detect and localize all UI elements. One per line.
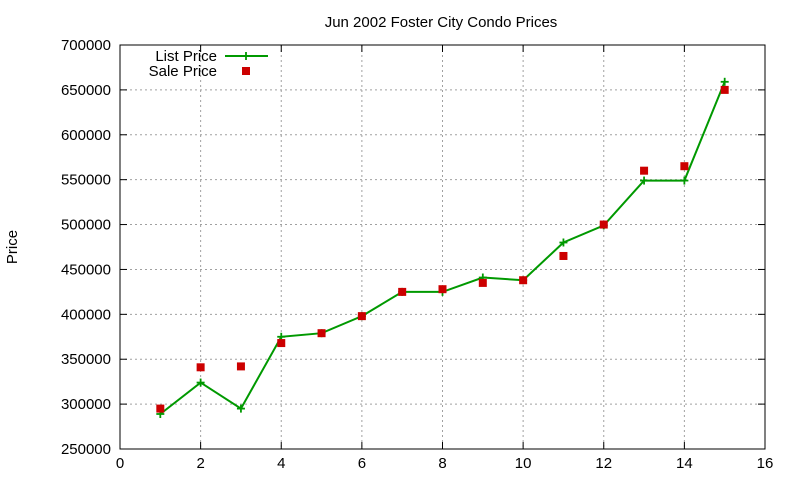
y-tick-label: 700000 (61, 37, 111, 54)
y-tick-label: 650000 (61, 82, 111, 99)
x-tick-label: 12 (595, 455, 612, 472)
y-tick-label: 350000 (61, 351, 111, 368)
y-tick-labels: 250000 300000 350000 400000 450000 500000 5500… (61, 37, 111, 458)
series-layer (156, 77, 729, 418)
x-tick-label: 16 (757, 455, 774, 472)
axis-ticks (119, 44, 766, 450)
x-tick-label: 6 (358, 455, 366, 472)
data-point-square (242, 67, 250, 75)
x-tick-label: 0 (116, 455, 124, 472)
x-tick-labels: 0 2 4 6 8 10 12 14 16 (116, 455, 774, 472)
data-point-square (357, 312, 366, 321)
data-point-plus (720, 77, 729, 86)
data-point-square (559, 251, 568, 260)
data-point-square (599, 220, 608, 229)
x-tick-label: 14 (676, 455, 693, 472)
data-point-plus (680, 176, 689, 185)
data-point-square (196, 363, 205, 372)
y-tick-label: 400000 (61, 306, 111, 323)
data-point-square (236, 362, 245, 371)
legend-label: List Price (155, 48, 217, 65)
data-point-square (478, 278, 487, 287)
y-axis-label: Price (4, 230, 21, 264)
x-tick-label: 2 (196, 455, 204, 472)
x-tick-label: 4 (277, 455, 285, 472)
y-tick-label: 300000 (61, 396, 111, 413)
y-tick-label: 550000 (61, 172, 111, 189)
data-point-square (519, 276, 528, 285)
data-point-square (640, 166, 649, 175)
data-point-square (680, 162, 689, 171)
data-point-plus (640, 176, 649, 185)
y-tick-label: 600000 (61, 127, 111, 144)
legend-label: Sale Price (149, 63, 217, 80)
data-point-plus (559, 238, 568, 247)
data-point-plus (196, 378, 205, 387)
chart-title: Jun 2002 Foster City Condo Prices (325, 14, 558, 31)
x-tick-label: 10 (515, 455, 532, 472)
data-point-square (438, 285, 447, 294)
grid-lines (120, 45, 765, 449)
y-tick-label: 500000 (61, 217, 111, 234)
x-tick-label: 8 (438, 455, 446, 472)
data-point-square (156, 404, 165, 413)
y-tick-label: 250000 (61, 441, 111, 458)
data-point-plus (236, 404, 245, 413)
y-tick-label: 450000 (61, 261, 111, 278)
data-point-square (277, 339, 286, 348)
series-sale-price (156, 85, 729, 413)
data-point-plus (242, 52, 250, 60)
data-point-square (317, 329, 326, 338)
data-point-square (398, 287, 407, 296)
data-point-square (720, 85, 729, 94)
